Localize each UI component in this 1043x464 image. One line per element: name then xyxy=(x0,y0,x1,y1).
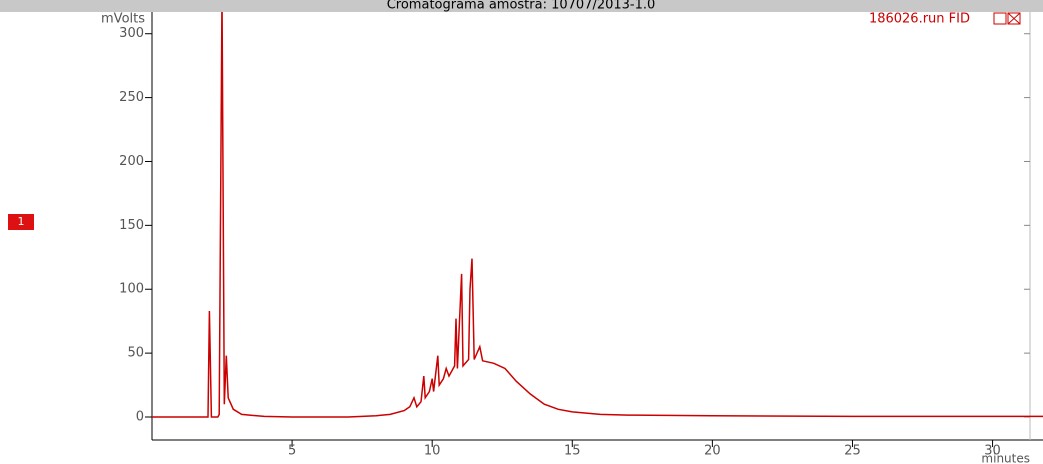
trace-marker-box xyxy=(8,214,34,230)
close-icon xyxy=(1007,12,1021,25)
x-tick-label: 15 xyxy=(564,444,581,459)
close-button[interactable] xyxy=(1007,12,1021,25)
legend-label: 186026.run FID xyxy=(869,12,970,27)
x-tick-label: 10 xyxy=(424,444,441,459)
y-tick-label: 0 xyxy=(136,410,144,425)
x-tick-label: 5 xyxy=(288,444,296,459)
y-tick-label: 50 xyxy=(127,346,144,361)
y-tick-label: 200 xyxy=(119,154,144,169)
y-tick-label: 300 xyxy=(119,26,144,41)
y-tick-label: 100 xyxy=(119,282,144,297)
y-axis-label: mVolts xyxy=(101,12,145,27)
x-tick-label: 20 xyxy=(704,444,721,459)
data-line xyxy=(152,12,1043,418)
y-tick-label: 150 xyxy=(119,218,144,233)
x-tick-label: 25 xyxy=(844,444,861,459)
title-bar xyxy=(0,0,1043,12)
y-tick-label: 250 xyxy=(119,90,144,105)
trace-marker: 1 xyxy=(18,215,25,228)
chart-title: Cromatograma amostra: 10707/2013-1.0 xyxy=(387,0,656,13)
window-button[interactable] xyxy=(993,12,1007,25)
x-tick-label: 30 xyxy=(984,444,1001,459)
x-axis-label: minutes xyxy=(981,452,1030,464)
